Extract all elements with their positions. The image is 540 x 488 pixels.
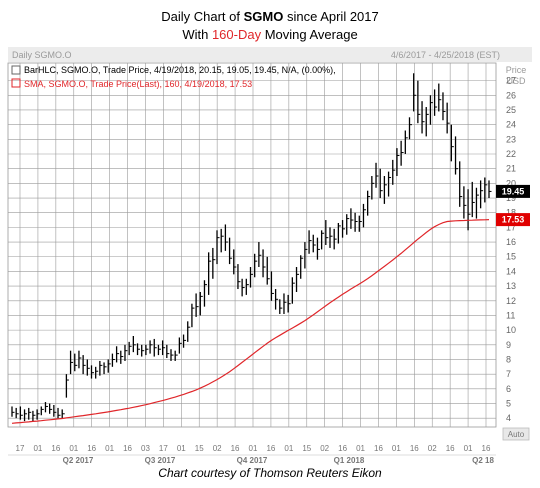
chart-title-line-2: With 160-Day Moving Average xyxy=(182,27,358,42)
date-tick-label: 01 xyxy=(392,444,401,453)
legend: BarHLC, SGMO.O, Trade Price, 4/19/2018, … xyxy=(11,65,336,89)
chart-title-line-1: Daily Chart of SGMO since April 2017 xyxy=(161,9,379,24)
date-tick-label: 02 xyxy=(213,444,222,453)
date-tick-label: 16 xyxy=(482,444,491,453)
date-tick-label: 16 xyxy=(374,444,383,453)
date-tick-label: 01 xyxy=(464,444,473,453)
grid xyxy=(7,62,497,428)
date-tick-label: 16 xyxy=(446,444,455,453)
price-tick-label: 22 xyxy=(506,149,516,159)
date-tick-label: 16 xyxy=(123,444,132,453)
title-ticker: SGMO xyxy=(243,9,284,24)
auto-scale-button[interactable] xyxy=(502,427,530,441)
chart-credit: Chart courtesy of Thomson Reuters Eikon xyxy=(158,466,382,480)
date-tick-label: 16 xyxy=(51,444,60,453)
plot-frame xyxy=(7,62,497,428)
quarter-label: Q4 2017 xyxy=(237,456,268,465)
price-tick-label: 20 xyxy=(506,178,516,188)
price-tick-label: 21 xyxy=(506,164,516,174)
title-highlight: 160-Day xyxy=(211,27,262,42)
price-axis: 4 5 6 7 8 9 10 11 12 13 14 15 16 17 18 19 20 21 22 23 24 25 26… xyxy=(506,76,516,424)
price-tick-label: 6 xyxy=(506,384,511,394)
price-tick-label: 15 xyxy=(506,252,516,262)
date-tick-label: 01 xyxy=(105,444,114,453)
date-tick-label: 16 xyxy=(338,444,347,453)
date-tick-label: 01 xyxy=(284,444,293,453)
last-price-tag-box xyxy=(496,184,530,198)
last-price-value: 19.45 xyxy=(502,186,525,196)
price-tick-label: 25 xyxy=(506,105,516,115)
date-tick-label: 17 xyxy=(159,444,168,453)
quarter-label: Q2 18 xyxy=(472,456,494,465)
date-tick-label: 15 xyxy=(195,444,204,453)
date-axis: 17 01 16 01 16 01 16 03 17 01 15 02 16 01 16 01 15 02 16 01… xyxy=(8,444,496,465)
price-tick-label: 26 xyxy=(506,90,516,100)
price-tick-label: 14 xyxy=(506,266,516,276)
price-tick-label: 18 xyxy=(506,208,516,218)
date-tick-label: 02 xyxy=(428,444,437,453)
price-tick-label: 16 xyxy=(506,237,516,247)
price-tick-label: 5 xyxy=(506,399,511,409)
date-tick-label: 01 xyxy=(69,444,78,453)
sma-line xyxy=(11,219,490,424)
price-tick-label: 17 xyxy=(506,222,516,232)
price-tick-label: 8 xyxy=(506,354,511,364)
date-tick-label: 02 xyxy=(320,444,329,453)
legend-bar-series: BarHLC, SGMO.O, Trade Price, 4/19/2018, … xyxy=(24,65,336,75)
panel-name: Daily SGMO.O xyxy=(12,50,72,60)
legend-bar-swatch xyxy=(11,65,21,75)
price-tick-label: 27 xyxy=(506,76,516,86)
date-tick-label: 16 xyxy=(410,444,419,453)
price-axis-unit: Price xyxy=(506,65,527,75)
price-tick-label: 10 xyxy=(506,325,516,335)
date-tick-label: 03 xyxy=(141,444,150,453)
date-tick-label: 01 xyxy=(356,444,365,453)
date-tick-label: 01 xyxy=(33,444,42,453)
price-tick-label: 19 xyxy=(506,193,516,203)
date-tick-label: 17 xyxy=(16,444,25,453)
auto-scale-label: Auto xyxy=(508,430,525,439)
price-tick-label: 11 xyxy=(506,310,515,320)
sma-value-tag-box xyxy=(496,213,530,227)
date-tick-label: 01 xyxy=(177,444,186,453)
quarter-label: Q3 2017 xyxy=(145,456,176,465)
quarter-label: Q2 2017 xyxy=(63,456,94,465)
price-tick-label: 12 xyxy=(506,296,516,306)
price-tick-label: 23 xyxy=(506,134,516,144)
date-tick-label: 15 xyxy=(302,444,311,453)
date-tick-label: 01 xyxy=(249,444,258,453)
last-price-tag: 19.45 xyxy=(496,184,530,198)
date-tick-label: 16 xyxy=(231,444,240,453)
sma-value: 17.53 xyxy=(502,215,525,225)
price-tick-label: 9 xyxy=(506,340,511,350)
price-tick-label: 7 xyxy=(506,369,511,379)
legend-sma-swatch xyxy=(11,78,21,88)
price-bars xyxy=(11,73,492,422)
price-axis-currency: USD xyxy=(506,76,526,86)
quarter-label: Q1 2018 xyxy=(334,456,365,465)
date-tick-label: 16 xyxy=(266,444,275,453)
panel-date-range: 4/6/2017 - 4/25/2018 (EST) xyxy=(391,50,500,60)
sma-value-tag: 17.53 xyxy=(496,213,530,227)
date-tick-label: 16 xyxy=(87,444,96,453)
price-tick-label: 4 xyxy=(506,413,511,423)
legend-sma-series: SMA, SGMO.O, Trade Price(Last), 160, 4/1… xyxy=(24,79,252,89)
price-tick-label: 13 xyxy=(506,281,516,291)
panel-header-strip xyxy=(8,47,532,62)
price-tick-label: 24 xyxy=(506,120,516,130)
